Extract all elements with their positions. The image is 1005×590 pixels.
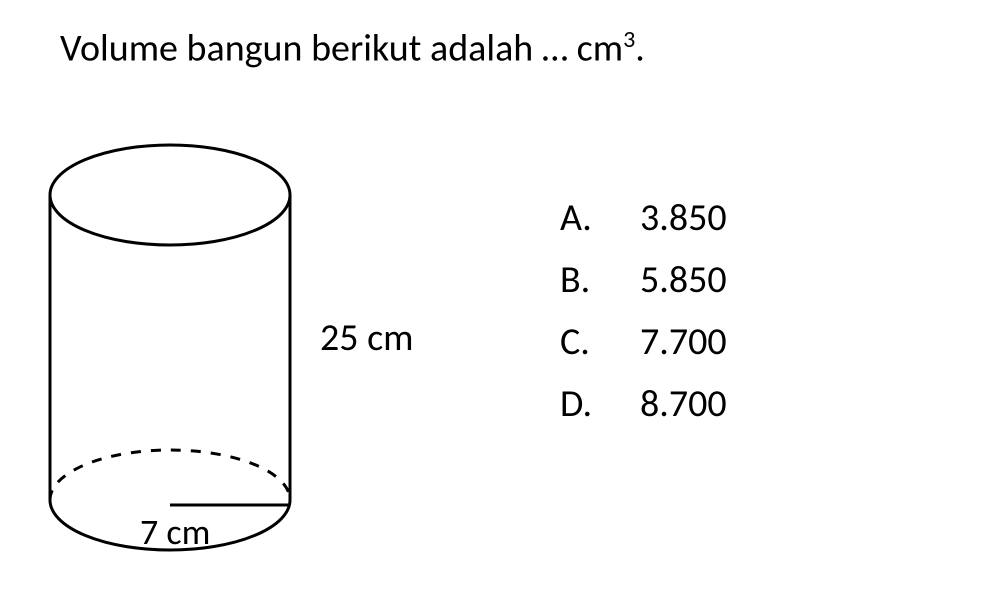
cylinder-icon xyxy=(30,130,310,570)
height-label: 25 cm xyxy=(320,315,414,361)
option-b: B. 5.850 xyxy=(560,257,727,303)
option-letter: A. xyxy=(560,195,640,241)
option-c: C. 7.700 xyxy=(560,319,727,365)
option-value: 8.700 xyxy=(640,381,727,427)
question-text-after: . xyxy=(635,26,645,72)
question-text: Volume bangun berikut adalah … cm3. xyxy=(60,25,645,72)
option-value: 5.850 xyxy=(640,257,727,303)
option-value: 7.700 xyxy=(640,319,727,365)
option-a: A. 3.850 xyxy=(560,195,727,241)
option-value: 3.850 xyxy=(640,195,727,241)
option-d: D. 8.700 xyxy=(560,381,727,427)
option-letter: D. xyxy=(560,381,640,427)
cylinder-figure xyxy=(30,130,310,570)
question-superscript: 3 xyxy=(623,25,635,54)
options-list: A. 3.850 B. 5.850 C. 7.700 D. 8.700 xyxy=(560,195,727,443)
question-text-before: Volume bangun berikut adalah … cm xyxy=(60,26,623,72)
option-letter: C. xyxy=(560,319,640,365)
option-letter: B. xyxy=(560,257,640,303)
radius-label: 7 cm xyxy=(140,510,210,554)
